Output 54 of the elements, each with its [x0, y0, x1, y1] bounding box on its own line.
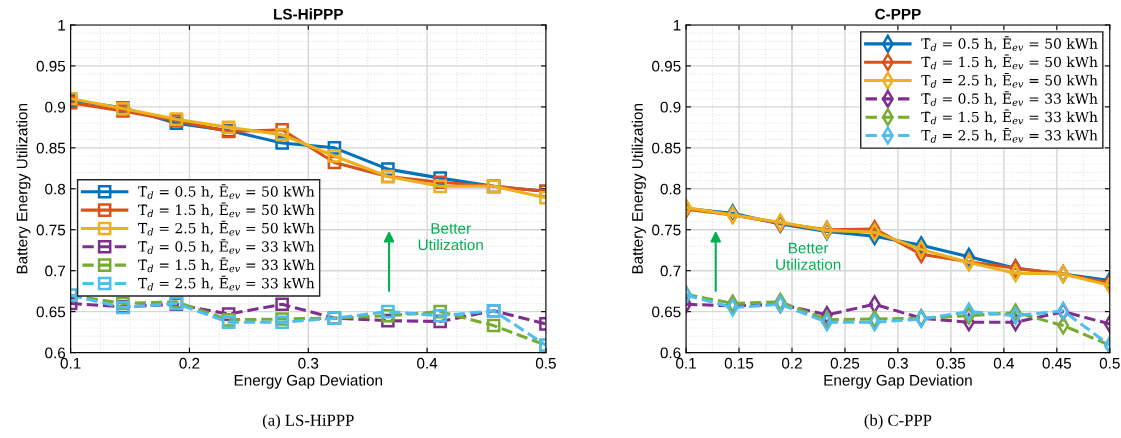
y-tick-label: 0.65: [652, 306, 681, 318]
y-tick-label: 0.7: [45, 265, 65, 277]
text: (a) LS-HiPPP: [262, 414, 354, 430]
x-tick-label: 0.25: [830, 357, 860, 369]
legend-label: T̄$_{d}$ = 2.5 h, Ē$_{ev}$ = 50 kWh: [921, 72, 1098, 88]
legend-label: T̄$_{d}$ = 2.5 h, Ē$_{ev}$ = 33 kWh: [138, 275, 315, 291]
y-tick-label: 1: [673, 19, 681, 31]
y-tick-label: 0.75: [652, 224, 681, 236]
y-tick-label: 0.65: [36, 306, 66, 318]
legend-label: T̄$_{d}$ = 0.5 h, Ē$_{ev}$ = 33 kWh: [138, 239, 315, 254]
x-tick-label: 0.3: [887, 357, 908, 369]
y-tick-label: 0.75: [36, 224, 66, 236]
legend-label: T̄$_{d}$ = 2.5 h, Ē$_{ev}$ = 33 kWh: [921, 127, 1098, 143]
legend-label: T̄$_{d}$ = 1.5 h, Ē$_{ev}$ = 33 kWh: [138, 257, 315, 273]
y-tick-label: 0.9: [45, 101, 66, 113]
x-tick-label: 0.1: [60, 357, 81, 369]
x-tick-label: 0.4: [993, 357, 1015, 369]
x-tick-label: 0.3: [298, 357, 319, 369]
y-tick-label: 0.8: [45, 183, 66, 195]
y-axis-title: Battery Energy Utilization: [16, 104, 31, 274]
legend-label: T̄$_{d}$ = 2.5 h, Ē$_{ev}$ = 50 kWh: [138, 220, 315, 236]
chart-title: LS-HiPPP: [274, 8, 343, 20]
x-tick-label: 0.5: [535, 357, 556, 369]
y-tick-label: 0.6: [660, 347, 681, 359]
y-tick-label: 1: [58, 19, 66, 31]
legend-label: T̄$_{d}$ = 1.5 h, Ē$_{ev}$ = 50 kWh: [138, 202, 315, 218]
legend-label: T̄$_{d}$ = 0.5 h, Ē$_{ev}$ = 50 kWh: [138, 184, 315, 199]
legend-label: T̄$_{d}$ = 0.5 h, Ē$_{ev}$ = 50 kWh: [921, 36, 1098, 51]
x-tick-label: 0.4: [417, 357, 438, 369]
legend-label: T̄$_{d}$ = 1.5 h, Ē$_{ev}$ = 50 kWh: [921, 54, 1098, 70]
y-tick-label: 0.9: [660, 101, 681, 113]
y-tick-label: 0.8: [660, 183, 681, 195]
y-tick-label: 0.6: [45, 347, 66, 359]
y-tick-label: 0.95: [36, 60, 66, 72]
x-axis-title: Energy Gap Deviation: [824, 374, 972, 389]
x-tick-label: 0.15: [724, 357, 754, 369]
annotation: Better Utilization: [418, 223, 483, 251]
text: (b) C-PPP: [864, 414, 932, 430]
legend-label: T̄$_{d}$ = 0.5 h, Ē$_{ev}$ = 33 kWh: [921, 91, 1098, 106]
chart-title: C-PPP: [875, 8, 921, 20]
x-tick-label: 0.2: [781, 357, 802, 369]
y-tick-label: 0.95: [652, 60, 681, 72]
x-axis-title: Energy Gap Deviation: [234, 374, 383, 389]
x-tick-label: 0.2: [179, 357, 200, 369]
y-tick-label: 0.7: [660, 265, 681, 277]
x-tick-label: 0.1: [676, 357, 696, 369]
annotation: Better Utilization: [776, 242, 841, 270]
y-axis-title: Battery Energy Utilization: [631, 104, 646, 274]
x-tick-label: 0.45: [1042, 357, 1072, 369]
y-tick-label: 0.85: [652, 142, 681, 154]
x-tick-label: 0.5: [1099, 357, 1120, 369]
x-tick-label: 0.35: [936, 357, 966, 369]
y-tick-label: 0.85: [36, 142, 66, 154]
legend-label: T̄$_{d}$ = 1.5 h, Ē$_{ev}$ = 33 kWh: [921, 109, 1098, 125]
